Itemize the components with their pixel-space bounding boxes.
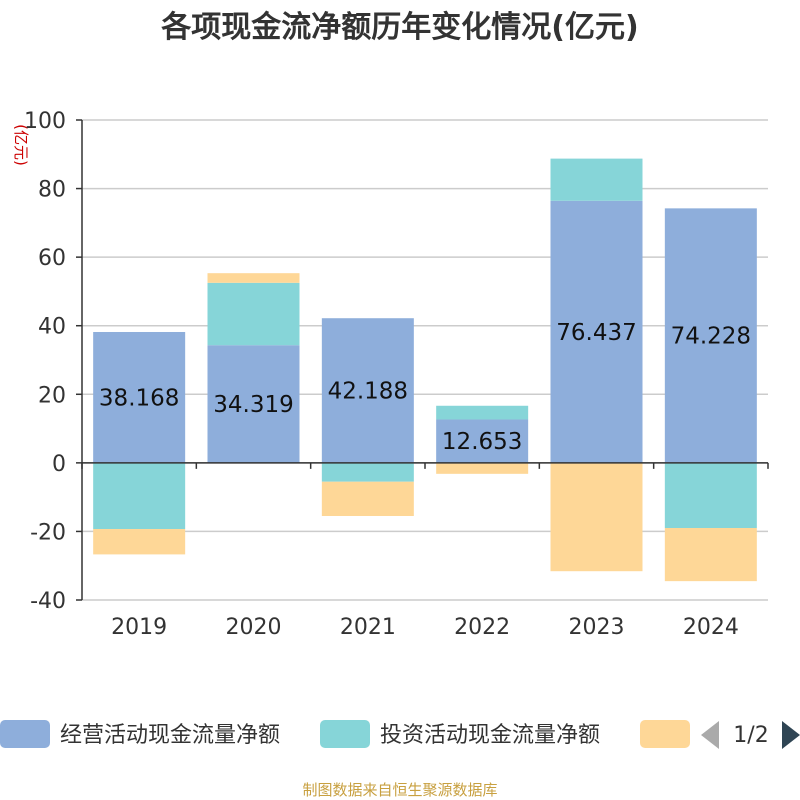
data-label: 12.653 (442, 429, 522, 455)
legend-prev-icon[interactable] (701, 721, 719, 749)
data-label: 34.319 (213, 392, 293, 418)
legend-swatch[interactable] (0, 720, 50, 748)
y-axis-unit-label: (亿元) (12, 124, 30, 166)
y-tick-label: 60 (38, 246, 66, 271)
data-label: 42.188 (328, 379, 408, 405)
legend-label[interactable]: 投资活动现金流量净额 (380, 723, 600, 748)
source-note: 制图数据来自恒生聚源数据库 (302, 781, 497, 799)
bar-segment (93, 331, 186, 463)
data-label: 74.228 (671, 324, 751, 350)
x-tick-label: 2019 (111, 615, 167, 640)
x-tick-label: 2024 (683, 615, 739, 640)
bar-segment (664, 208, 757, 463)
legend-swatch[interactable] (320, 720, 370, 748)
bar-segment (550, 158, 643, 201)
bar-segment (93, 462, 186, 530)
bar-segment (321, 318, 414, 463)
y-tick-label: 0 (52, 452, 66, 477)
bar-series (93, 158, 757, 582)
grid-lines (82, 119, 768, 601)
legend: 经营活动现金流量净额 投资活动现金流量净额 1/2 (0, 720, 800, 749)
y-tick-label: 40 (38, 315, 66, 340)
bar-segment (550, 200, 643, 463)
legend-label[interactable]: 经营活动现金流量净额 (60, 723, 280, 748)
legend-next-icon[interactable] (782, 721, 800, 749)
bar-segment (436, 405, 529, 420)
data-label: 38.168 (99, 385, 179, 411)
x-tick-label: 2020 (226, 615, 282, 640)
bar-segment (664, 462, 757, 528)
axes: 100 80 60 40 20 0 -20 -40 2019 2020 2021 2022 2023 20… (24, 109, 769, 640)
bar-segment (207, 273, 300, 283)
bar-segment (436, 419, 529, 463)
data-label: 76.437 (556, 320, 636, 346)
bar-segment (207, 282, 300, 346)
y-tick-label: -40 (30, 589, 66, 614)
y-tick-label: 100 (24, 109, 66, 134)
bar-segment (664, 528, 757, 582)
bar-segment (321, 462, 414, 482)
legend-swatch[interactable] (640, 720, 690, 748)
bar-segment (436, 462, 529, 474)
x-tick-label: 2021 (340, 615, 396, 640)
data-labels: 38.168 34.319 42.188 12.653 76.437 74.228 (99, 320, 751, 455)
chart-title: 各项现金流净额历年变化情况(亿元) (160, 10, 638, 45)
legend-page-indicator: 1/2 (733, 723, 768, 748)
bar-segment (207, 345, 300, 463)
bar-segment (550, 462, 643, 572)
bar-segment (93, 529, 186, 555)
x-tick-label: 2022 (454, 615, 510, 640)
y-tick-label: -20 (30, 520, 66, 545)
bar-segment (321, 481, 414, 516)
y-tick-label: 80 (38, 178, 66, 203)
y-tick-label: 20 (38, 383, 66, 408)
x-tick-label: 2023 (569, 615, 625, 640)
